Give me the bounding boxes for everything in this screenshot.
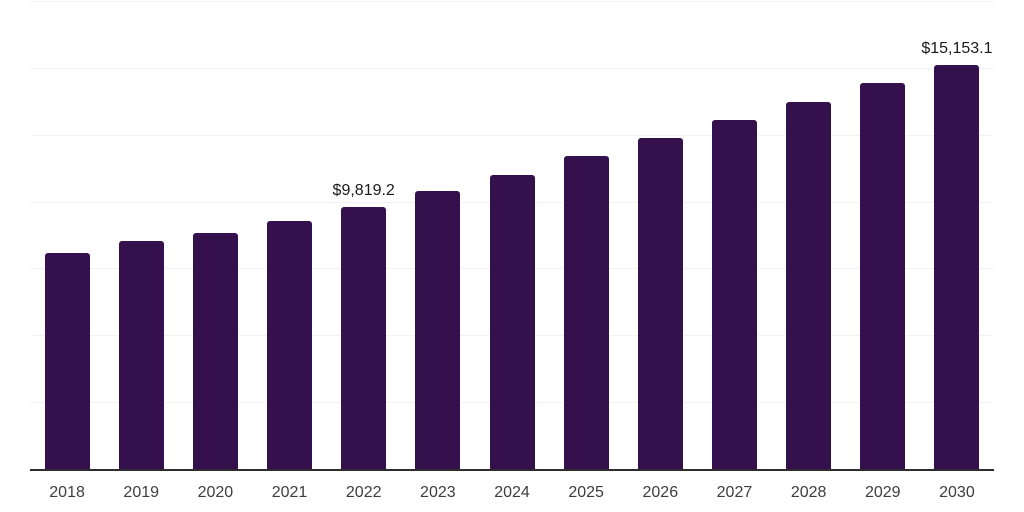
x-tick-2021: 2021 [271,484,308,501]
plot-area: $9,819.2 $15,153.1 [30,1,994,470]
gridline [30,1,994,2]
x-tick-2020: 2020 [197,484,234,501]
x-tick-2023: 2023 [420,484,456,501]
x-axis-line [30,469,994,471]
x-tick-2024: 2024 [494,484,530,501]
x-tick-2018: 2018 [49,484,85,501]
bar-2023 [415,191,461,470]
x-tick-2019: 2019 [123,484,160,501]
bar-2020 [192,232,238,470]
x-tick-2028: 2028 [790,484,827,501]
bar-2030 [934,64,980,470]
bar-2028 [786,101,832,470]
x-tick-2025: 2025 [568,484,604,501]
bar-2019 [118,241,164,470]
gridline [30,67,994,69]
bar-2025 [563,155,609,470]
bar-2026 [637,138,683,470]
gridline [30,134,994,136]
bar-2018 [44,252,90,470]
bar-2029 [860,83,906,470]
x-tick-2027: 2027 [716,484,753,501]
x-tick-2029: 2029 [864,484,901,501]
x-tick-2022: 2022 [345,484,382,501]
bar-value-label-2030: $15,153.1 [921,39,993,57]
bar-value-label-2022: $9,819.2 [332,182,395,200]
bar-2021 [267,220,313,470]
bar-2022 [341,207,387,470]
x-tick-2030: 2030 [939,484,975,501]
bar-2024 [489,175,535,470]
bar-2027 [711,120,757,470]
x-tick-2026: 2026 [642,484,679,501]
